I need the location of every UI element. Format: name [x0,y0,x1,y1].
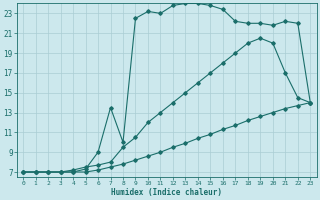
X-axis label: Humidex (Indice chaleur): Humidex (Indice chaleur) [111,188,222,197]
